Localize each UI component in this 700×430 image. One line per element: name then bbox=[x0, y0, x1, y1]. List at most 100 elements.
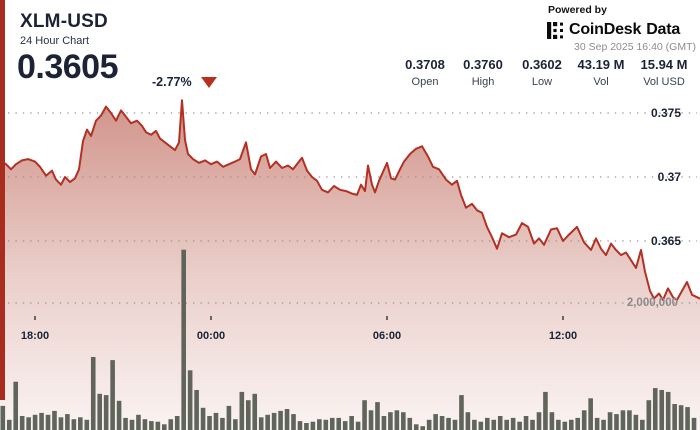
volume-bar bbox=[672, 404, 677, 430]
volume-bar bbox=[162, 424, 167, 430]
stat-vol-label: Vol bbox=[593, 76, 609, 88]
time-axis-label: 12:00 bbox=[548, 330, 578, 342]
coindesk-logo-icon bbox=[547, 21, 563, 39]
volume-bar bbox=[213, 412, 219, 430]
volume-bar bbox=[310, 421, 316, 430]
volume-bar bbox=[452, 419, 458, 430]
price-axis-label: 0.37 bbox=[657, 170, 681, 184]
volume-bar bbox=[401, 412, 406, 430]
volume-bar bbox=[485, 417, 490, 430]
volume-bar bbox=[239, 391, 245, 430]
coindesk-logo[interactable]: CoinDesk Data bbox=[547, 21, 680, 39]
volume-bar bbox=[614, 414, 619, 430]
volume-bar bbox=[110, 360, 115, 430]
price-change-row: -2.77% bbox=[152, 75, 217, 89]
volume-bar bbox=[381, 416, 387, 430]
volume-bar bbox=[497, 416, 503, 430]
volume-bar bbox=[413, 424, 419, 430]
volume-bar bbox=[297, 421, 303, 430]
volume-bar bbox=[375, 402, 380, 430]
volume-bar bbox=[446, 417, 451, 430]
current-price: 0.3605 bbox=[17, 48, 119, 86]
volume-bar bbox=[19, 416, 25, 430]
stat-open-value: 0.3708 bbox=[405, 57, 445, 72]
volume-bar bbox=[245, 400, 251, 430]
price-axis-label: 0.375 bbox=[650, 106, 681, 120]
volume-bar bbox=[155, 421, 161, 430]
volume-bar bbox=[142, 419, 148, 430]
volume-bar bbox=[536, 412, 542, 430]
stat-vol-usd-value: 15.94 M bbox=[640, 57, 688, 72]
volume-bar bbox=[78, 417, 83, 430]
volume-bar bbox=[52, 410, 57, 430]
volume-bar bbox=[304, 423, 309, 430]
volume-bar bbox=[523, 416, 529, 430]
volume-bar bbox=[685, 407, 690, 430]
volume-bar bbox=[90, 357, 96, 430]
volume-bar bbox=[465, 412, 471, 430]
volume-bar bbox=[13, 381, 19, 430]
time-axis-label: 06:00 bbox=[372, 330, 402, 342]
volume-bar bbox=[0, 405, 6, 430]
volume-bar bbox=[116, 400, 122, 430]
volume-bar bbox=[588, 398, 593, 430]
volume-bar bbox=[174, 416, 180, 430]
volume-bar bbox=[129, 419, 135, 430]
stat-vol-value: 43.19 M bbox=[577, 57, 625, 72]
stat-vol: 43.19 M Vol bbox=[564, 57, 638, 88]
volume-bar bbox=[594, 417, 600, 430]
volume-bar bbox=[562, 421, 568, 430]
volume-bar bbox=[388, 412, 393, 430]
volume-bar bbox=[329, 417, 335, 430]
volume-bar bbox=[291, 414, 296, 430]
stat-low: 0.3602 Low bbox=[505, 57, 579, 88]
volume-bar bbox=[187, 370, 193, 430]
volume-bar bbox=[394, 410, 400, 430]
volume-bar bbox=[362, 400, 367, 430]
price-change: -2.77% bbox=[152, 75, 192, 89]
volume-bar bbox=[65, 414, 70, 430]
volume-bar bbox=[284, 409, 290, 430]
volume-bar bbox=[258, 417, 264, 430]
volume-bar bbox=[317, 419, 322, 430]
volume-bar bbox=[678, 405, 684, 430]
stat-open: 0.3708 Open bbox=[388, 57, 462, 88]
volume-bar bbox=[97, 393, 102, 430]
volume-bar bbox=[265, 414, 270, 430]
volume-bar bbox=[342, 421, 348, 430]
volume-bar bbox=[581, 410, 587, 430]
volume-bar bbox=[652, 388, 658, 430]
volume-bar bbox=[472, 419, 477, 430]
volume-bar bbox=[439, 416, 445, 430]
volume-bar bbox=[420, 426, 425, 430]
volume-bar bbox=[691, 417, 697, 430]
volume-bar bbox=[207, 416, 212, 430]
volume-bar bbox=[368, 410, 374, 430]
volume-bar bbox=[200, 407, 206, 430]
volume-bar bbox=[459, 395, 464, 430]
accent-stripe bbox=[0, 0, 5, 400]
volume-bar bbox=[633, 414, 639, 430]
volume-bar bbox=[252, 393, 258, 430]
volume-axis-label: 2,000,000 bbox=[626, 297, 678, 309]
volume-bar bbox=[6, 419, 12, 430]
volume-bar bbox=[26, 417, 31, 430]
volume-bars bbox=[0, 249, 697, 430]
price-axis-label: 0.365 bbox=[650, 234, 681, 248]
volume-bar bbox=[646, 400, 652, 430]
volume-bar bbox=[349, 416, 354, 430]
powered-by-label: Powered by bbox=[548, 4, 607, 16]
volume-bar bbox=[504, 419, 509, 430]
stat-vol-usd-label: Vol USD bbox=[643, 76, 685, 88]
volume-bar bbox=[620, 410, 626, 430]
volume-bar bbox=[181, 249, 186, 430]
volume-bar bbox=[543, 391, 548, 430]
volume-bar bbox=[136, 414, 141, 430]
volume-bar bbox=[84, 419, 90, 430]
volume-bar bbox=[355, 421, 361, 430]
stat-high-label: High bbox=[471, 76, 495, 88]
volume-bar bbox=[226, 405, 232, 430]
volume-bar bbox=[168, 419, 174, 430]
